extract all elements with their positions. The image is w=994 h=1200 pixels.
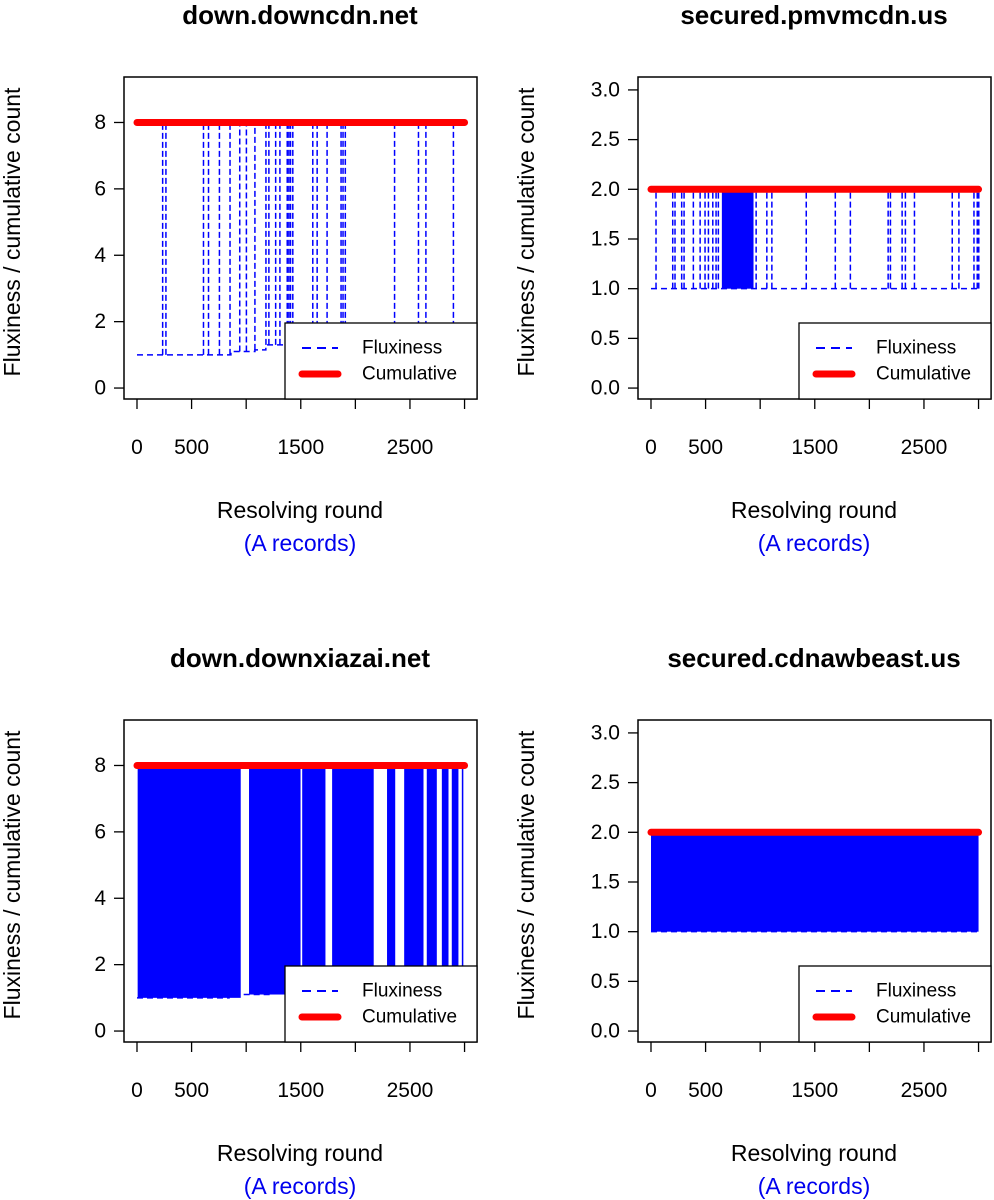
legend-cumulative-label: Cumulative: [362, 1007, 457, 1028]
y-tick-label: 2.5: [591, 128, 620, 151]
legend-box: [284, 322, 478, 400]
legend-box: [284, 965, 478, 1043]
chart-title: secured.cdnawbeast.us: [667, 643, 960, 673]
fluxiness-filled-range: [451, 765, 459, 988]
x-tick-label: 1500: [277, 436, 324, 459]
chart-title: down.downcdn.net: [182, 0, 418, 30]
fluxiness-filled-range: [426, 765, 437, 988]
fluxiness-filled-range: [302, 765, 326, 988]
legend: Fluxiness Cumulative: [284, 965, 478, 1043]
y-tick-label: 1.5: [591, 870, 620, 893]
x-tick-label: 500: [688, 436, 723, 459]
fluxiness-filled-range: [404, 765, 424, 988]
fluxiness-baseline: [136, 344, 465, 356]
fluxiness-filled-range: [650, 832, 979, 932]
x-axis-label: Resolving round: [217, 1140, 383, 1166]
x-axis-sublabel: (A records): [758, 530, 870, 556]
legend-fluxiness-label: Fluxiness: [876, 338, 956, 359]
y-tick-label: 1.0: [591, 277, 620, 300]
y-tick-label: 3.0: [591, 78, 620, 101]
y-axis-label: Fluxiness / cumulative count: [513, 87, 539, 377]
x-tick-label: 2500: [901, 436, 948, 459]
x-tick-label: 0: [645, 436, 657, 459]
y-tick-label: 0.5: [591, 970, 620, 993]
y-tick-label: 1.5: [591, 227, 620, 250]
y-tick-label: 8: [94, 111, 106, 134]
legend: Fluxiness Cumulative: [284, 322, 478, 400]
legend-fluxiness-label: Fluxiness: [362, 338, 442, 359]
x-axis-sublabel: (A records): [244, 1173, 356, 1199]
x-axis-label: Resolving round: [731, 497, 897, 523]
x-tick-label: 1500: [791, 436, 838, 459]
y-tick-label: 1.0: [591, 920, 620, 943]
x-tick-label: 2500: [387, 436, 434, 459]
panel-3: down.downxiazai.net Fluxiness / cumulativ…: [0, 643, 478, 1199]
legend-box: [798, 965, 992, 1043]
x-tick-label: 0: [645, 1079, 657, 1102]
fluxiness-filled-range: [137, 765, 241, 998]
x-tick-label: 500: [688, 1079, 723, 1102]
y-tick-label: 0.0: [591, 377, 620, 400]
y-tick-label: 2.0: [591, 821, 620, 844]
y-tick-label: 2: [94, 953, 106, 976]
fluxiness-filled-range: [721, 189, 754, 289]
y-tick-label: 2: [94, 310, 106, 333]
legend-fluxiness-label: Fluxiness: [876, 981, 956, 1002]
legend-cumulative-label: Cumulative: [362, 364, 457, 385]
x-tick-label: 2500: [387, 1079, 434, 1102]
x-axis-sublabel: (A records): [758, 1173, 870, 1199]
y-tick-label: 8: [94, 754, 106, 777]
y-tick-label: 2.5: [591, 771, 620, 794]
x-tick-label: 2500: [901, 1079, 948, 1102]
x-tick-label: 0: [131, 1079, 143, 1102]
y-tick-label: 4: [94, 244, 106, 267]
x-tick-label: 500: [174, 1079, 209, 1102]
fluxiness-series: [136, 765, 465, 999]
y-tick-label: 0: [94, 377, 106, 400]
legend: Fluxiness Cumulative: [798, 965, 992, 1043]
y-tick-label: 2.0: [591, 178, 620, 201]
y-tick-label: 0.5: [591, 327, 620, 350]
fluxiness-filled-range: [441, 765, 449, 988]
chart-title: secured.pmvmcdn.us: [680, 0, 947, 30]
x-axis-label: Resolving round: [731, 1140, 897, 1166]
fluxiness-filled-range: [387, 765, 396, 988]
y-tick-label: 0: [94, 1020, 106, 1043]
chart-title: down.downxiazai.net: [170, 643, 430, 673]
panel-4: secured.cdnawbeast.us Fluxiness / cumulat…: [513, 643, 992, 1199]
x-tick-label: 1500: [791, 1079, 838, 1102]
fluxiness-filled-range: [332, 765, 374, 988]
y-axis-label: Fluxiness / cumulative count: [0, 730, 25, 1020]
y-axis-label: Fluxiness / cumulative count: [0, 87, 25, 377]
fluxiness-filled-range: [461, 765, 464, 988]
fluxiness-filled-range: [249, 765, 301, 995]
fluxiness-series: [650, 832, 979, 933]
x-tick-label: 1500: [277, 1079, 324, 1102]
legend: Fluxiness Cumulative: [798, 322, 992, 400]
panel-1: down.downcdn.net Fluxiness / cumulative c…: [0, 0, 478, 556]
legend-fluxiness-label: Fluxiness: [362, 981, 442, 1002]
panel-2: secured.pmvmcdn.us Fluxiness / cumulative…: [513, 0, 992, 556]
y-tick-label: 6: [94, 177, 106, 200]
legend-cumulative-label: Cumulative: [876, 1007, 971, 1028]
fluxiness-series: [136, 122, 465, 356]
y-tick-label: 3.0: [591, 721, 620, 744]
x-tick-label: 500: [174, 436, 209, 459]
y-axis-label: Fluxiness / cumulative count: [513, 730, 539, 1020]
y-tick-label: 0.0: [591, 1020, 620, 1043]
x-tick-label: 0: [131, 436, 143, 459]
legend-box: [798, 322, 992, 400]
fluxiness-series: [650, 189, 980, 290]
legend-cumulative-label: Cumulative: [876, 364, 971, 385]
x-axis-label: Resolving round: [217, 497, 383, 523]
y-tick-label: 4: [94, 887, 106, 910]
x-axis-sublabel: (A records): [244, 530, 356, 556]
y-tick-label: 6: [94, 820, 106, 843]
